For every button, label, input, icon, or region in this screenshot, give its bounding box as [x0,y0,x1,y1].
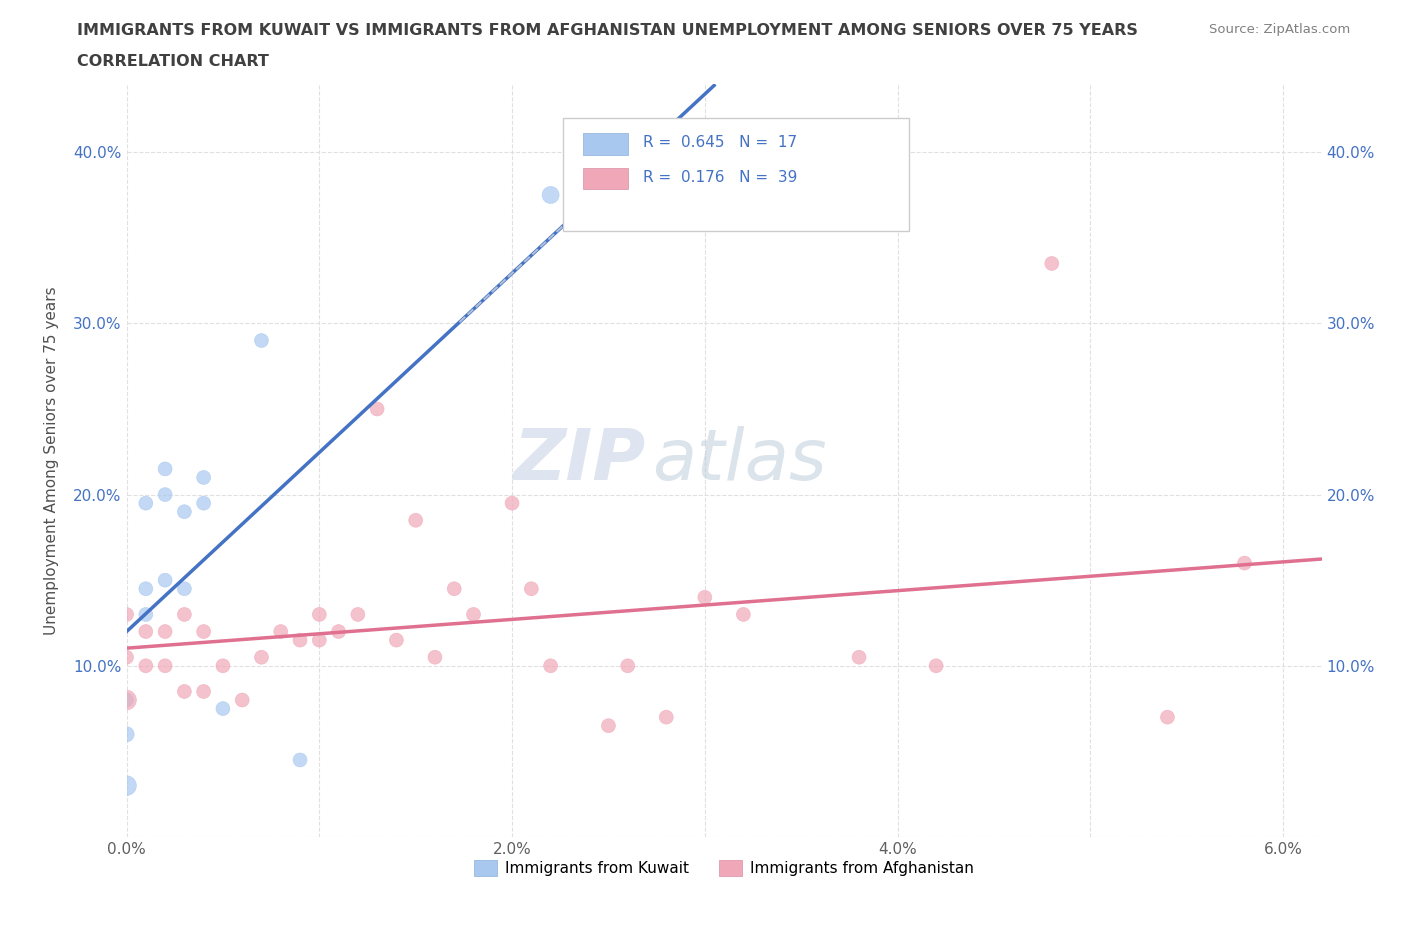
Point [1233,555,1256,570]
Point [115,693,138,708]
Point [135,581,157,596]
Point [540,188,562,203]
Y-axis label: Unemployment Among Seniors over 75 years: Unemployment Among Seniors over 75 years [45,286,59,634]
Point [250,650,273,665]
Point [308,632,330,647]
Point [173,684,195,699]
Point [443,581,465,596]
Text: R =  0.645   N =  17: R = 0.645 N = 17 [643,135,797,150]
Point [848,650,870,665]
Point [925,658,948,673]
Point [115,693,138,708]
Point [193,470,215,485]
Point [115,607,138,622]
Point [347,607,370,622]
Point [153,624,176,639]
Text: atlas: atlas [652,426,827,495]
Text: CORRELATION CHART: CORRELATION CHART [77,54,269,69]
Point [405,512,427,527]
Point [250,333,273,348]
Bar [583,168,628,189]
Point [520,581,543,596]
Point [385,632,408,647]
Point [463,607,485,622]
Point [501,496,523,511]
Point [115,778,138,793]
Point [423,650,446,665]
Point [270,624,292,639]
Point [288,752,311,767]
Point [616,658,638,673]
Point [153,461,176,476]
Point [135,658,157,673]
Point [1040,256,1063,271]
Point [135,496,157,511]
Point [193,496,215,511]
Point [212,658,235,673]
Point [153,573,176,588]
Bar [583,133,628,154]
Point [135,607,157,622]
Point [173,607,195,622]
Point [328,624,350,639]
Point [1156,710,1178,724]
Point [115,650,138,665]
Point [733,607,755,622]
Text: Source: ZipAtlas.com: Source: ZipAtlas.com [1209,23,1350,36]
Text: ZIP: ZIP [515,426,647,495]
Text: R =  0.176   N =  39: R = 0.176 N = 39 [643,169,797,185]
Point [173,504,195,519]
Point [193,684,215,699]
Point [288,632,311,647]
Point [212,701,235,716]
Point [231,693,253,708]
Point [153,487,176,502]
Point [115,727,138,742]
Point [655,710,678,724]
Text: IMMIGRANTS FROM KUWAIT VS IMMIGRANTS FROM AFGHANISTAN UNEMPLOYMENT AMONG SENIORS: IMMIGRANTS FROM KUWAIT VS IMMIGRANTS FRO… [77,23,1139,38]
Point [153,658,176,673]
Point [540,658,562,673]
Point [135,624,157,639]
Point [366,402,388,417]
Point [173,581,195,596]
Legend: Immigrants from Kuwait, Immigrants from Afghanistan: Immigrants from Kuwait, Immigrants from … [468,854,980,882]
Point [598,718,620,733]
Point [693,590,716,604]
Point [193,624,215,639]
Point [308,607,330,622]
FancyBboxPatch shape [562,117,910,231]
